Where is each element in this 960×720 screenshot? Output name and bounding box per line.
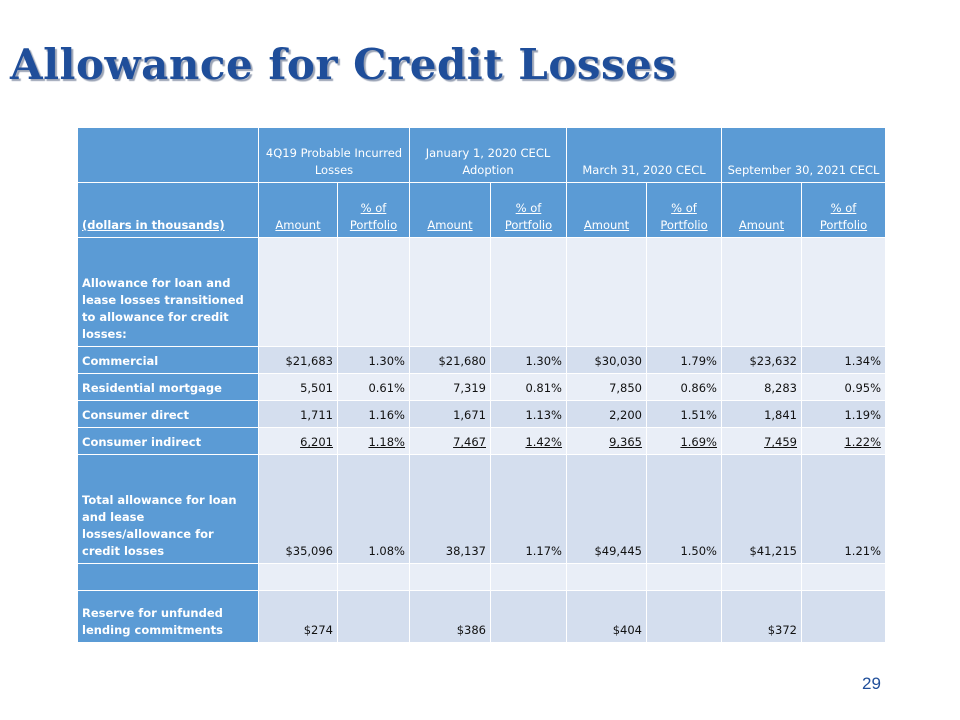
pct-cell: 0.61% [337, 373, 410, 401]
amount-cell [566, 237, 647, 347]
row-residential-mortgage: Residential mortgage 5,501 0.61% 7,319 0.81%… [77, 373, 887, 401]
row-unfunded-reserve: Reserve for unfunded lending commitments… [77, 590, 887, 643]
pct-cell: 0.81% [490, 373, 567, 401]
pct-cell: 1.34% [800, 346, 887, 374]
period-header: 4Q19 Probable Incurred Losses [258, 127, 410, 183]
period-header: March 31, 2020 CECL [566, 127, 722, 183]
row-label: Consumer indirect [77, 427, 259, 455]
row-total-allowance: Total allowance for loan and lease losse… [77, 454, 887, 564]
row-spacer [77, 563, 887, 591]
period-header-row: 4Q19 Probable Incurred Losses January 1,… [77, 127, 887, 183]
pct-cell: 1.16% [337, 400, 410, 428]
amount-cell: $21,680 [409, 346, 491, 374]
pct-cell: 1.17% [490, 454, 567, 564]
amount-cell: 1,841 [721, 400, 802, 428]
row-label: Consumer direct [77, 400, 259, 428]
amount-cell: 2,200 [566, 400, 647, 428]
pct-column-header: % of Portfolio [337, 182, 410, 238]
amount-cell: 1,671 [409, 400, 491, 428]
amount-cell: 1,711 [258, 400, 338, 428]
pct-cell: 1.08% [337, 454, 410, 564]
page-number: 29 [862, 674, 881, 693]
amount-cell: $49,445 [566, 454, 647, 564]
amount-cell: $41,215 [721, 454, 802, 564]
period-header: January 1, 2020 CECL Adoption [409, 127, 567, 183]
row-label: Commercial [77, 346, 259, 374]
pct-cell [646, 590, 722, 643]
amount-cell: 5,501 [258, 373, 338, 401]
pct-cell: 1.30% [337, 346, 410, 374]
slide-title: Allowance for Credit Losses [10, 40, 677, 89]
amount-cell: $30,030 [566, 346, 647, 374]
pct-cell [337, 237, 410, 347]
pct-cell: 0.86% [646, 373, 722, 401]
amount-cell: $386 [409, 590, 491, 643]
units-label: (dollars in thousands) [77, 182, 259, 238]
column-header-row: (dollars in thousands) Amount % of Portf… [77, 182, 887, 238]
pct-cell [646, 237, 722, 347]
pct-column-header: % of Portfolio [800, 182, 887, 238]
row-commercial: Commercial $21,683 1.30% $21,680 1.30% $30,03… [77, 346, 887, 374]
pct-cell [800, 237, 887, 347]
pct-cell: 1.42% [490, 427, 567, 455]
amount-cell [258, 563, 338, 591]
pct-column-header: % of Portfolio [490, 182, 567, 238]
amount-cell [409, 237, 491, 347]
amount-column-header: Amount [566, 182, 647, 238]
pct-cell [490, 563, 567, 591]
pct-cell [646, 563, 722, 591]
pct-cell: 1.18% [337, 427, 410, 455]
pct-cell: 1.69% [646, 427, 722, 455]
row-label [77, 563, 259, 591]
row-consumer-direct: Consumer direct 1,711 1.16% 1,671 1.13% 2,200… [77, 400, 887, 428]
pct-cell [800, 563, 887, 591]
pct-cell: 1.22% [800, 427, 887, 455]
amount-cell [258, 237, 338, 347]
amount-cell: 7,467 [409, 427, 491, 455]
amount-column-header: Amount [409, 182, 491, 238]
pct-cell [490, 237, 567, 347]
amount-cell: 38,137 [409, 454, 491, 564]
pct-cell: 1.13% [490, 400, 567, 428]
pct-cell: 1.51% [646, 400, 722, 428]
amount-cell [566, 563, 647, 591]
pct-cell [337, 590, 410, 643]
pct-cell: 1.21% [800, 454, 887, 564]
amount-cell: 9,365 [566, 427, 647, 455]
row-consumer-indirect: Consumer indirect 6,201 1.18% 7,467 1.42% 9,3… [77, 427, 887, 455]
pct-cell [490, 590, 567, 643]
row-label: Allowance for loan and lease losses tran… [77, 237, 259, 347]
amount-cell: 7,850 [566, 373, 647, 401]
amount-cell: $21,683 [258, 346, 338, 374]
pct-cell: 1.79% [646, 346, 722, 374]
amount-cell [721, 563, 802, 591]
row-transition: Allowance for loan and lease losses tran… [77, 237, 887, 347]
row-label: Total allowance for loan and lease losse… [77, 454, 259, 564]
amount-cell: $274 [258, 590, 338, 643]
amount-cell: $35,096 [258, 454, 338, 564]
pct-cell: 1.50% [646, 454, 722, 564]
row-label: Reserve for unfunded lending commitments [77, 590, 259, 643]
amount-cell [409, 563, 491, 591]
amount-cell: 7,319 [409, 373, 491, 401]
pct-cell [337, 563, 410, 591]
pct-cell: 1.19% [800, 400, 887, 428]
amount-column-header: Amount [258, 182, 338, 238]
amount-cell: 6,201 [258, 427, 338, 455]
header-corner [77, 127, 259, 183]
pct-cell: 0.95% [800, 373, 887, 401]
amount-cell: $404 [566, 590, 647, 643]
pct-cell: 1.30% [490, 346, 567, 374]
amount-cell [721, 237, 802, 347]
allowance-table: 4Q19 Probable Incurred Losses January 1,… [77, 127, 887, 643]
amount-cell: $23,632 [721, 346, 802, 374]
amount-cell: 8,283 [721, 373, 802, 401]
pct-column-header: % of Portfolio [646, 182, 722, 238]
amount-cell: 7,459 [721, 427, 802, 455]
amount-column-header: Amount [721, 182, 802, 238]
amount-cell: $372 [721, 590, 802, 643]
pct-cell [800, 590, 887, 643]
row-label: Residential mortgage [77, 373, 259, 401]
period-header: September 30, 2021 CECL [720, 127, 887, 183]
